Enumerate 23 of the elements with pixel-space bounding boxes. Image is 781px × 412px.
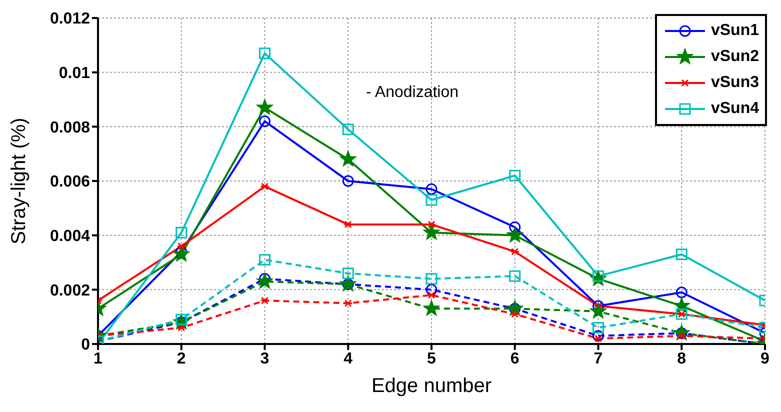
x-tick-label: 5 xyxy=(427,350,436,368)
x-axis-title: Edge number xyxy=(371,375,492,397)
x-tick-label: 2 xyxy=(176,350,186,368)
y-tick-label: 0.01 xyxy=(58,65,90,82)
legend-label: vSun4 xyxy=(710,100,759,118)
x-tick-label: 6 xyxy=(510,350,520,368)
y-tick-label: 0 xyxy=(81,336,90,354)
x-tick-label: 3 xyxy=(260,350,270,368)
y-tick-label: 0.012 xyxy=(50,10,90,28)
x-tick-label: 4 xyxy=(344,350,353,368)
legend-label: vSun2 xyxy=(710,48,759,66)
x-tick-label: 8 xyxy=(677,350,686,368)
x-tick-label: 1 xyxy=(94,350,103,368)
y-tick-label: 0.006 xyxy=(50,174,90,191)
y-axis-title: Stray-light (%) xyxy=(8,118,30,244)
y-tick-label: 0.002 xyxy=(50,282,90,300)
x-tick-label: 9 xyxy=(760,350,770,368)
y-tick-label: 0.004 xyxy=(50,228,90,246)
x-tick-label: 7 xyxy=(594,350,603,368)
annotation: - Anodization xyxy=(366,84,459,102)
legend-label: vSun3 xyxy=(710,74,759,92)
y-tick-label: 0.008 xyxy=(50,119,90,136)
legend-label: vSun1 xyxy=(710,22,759,40)
